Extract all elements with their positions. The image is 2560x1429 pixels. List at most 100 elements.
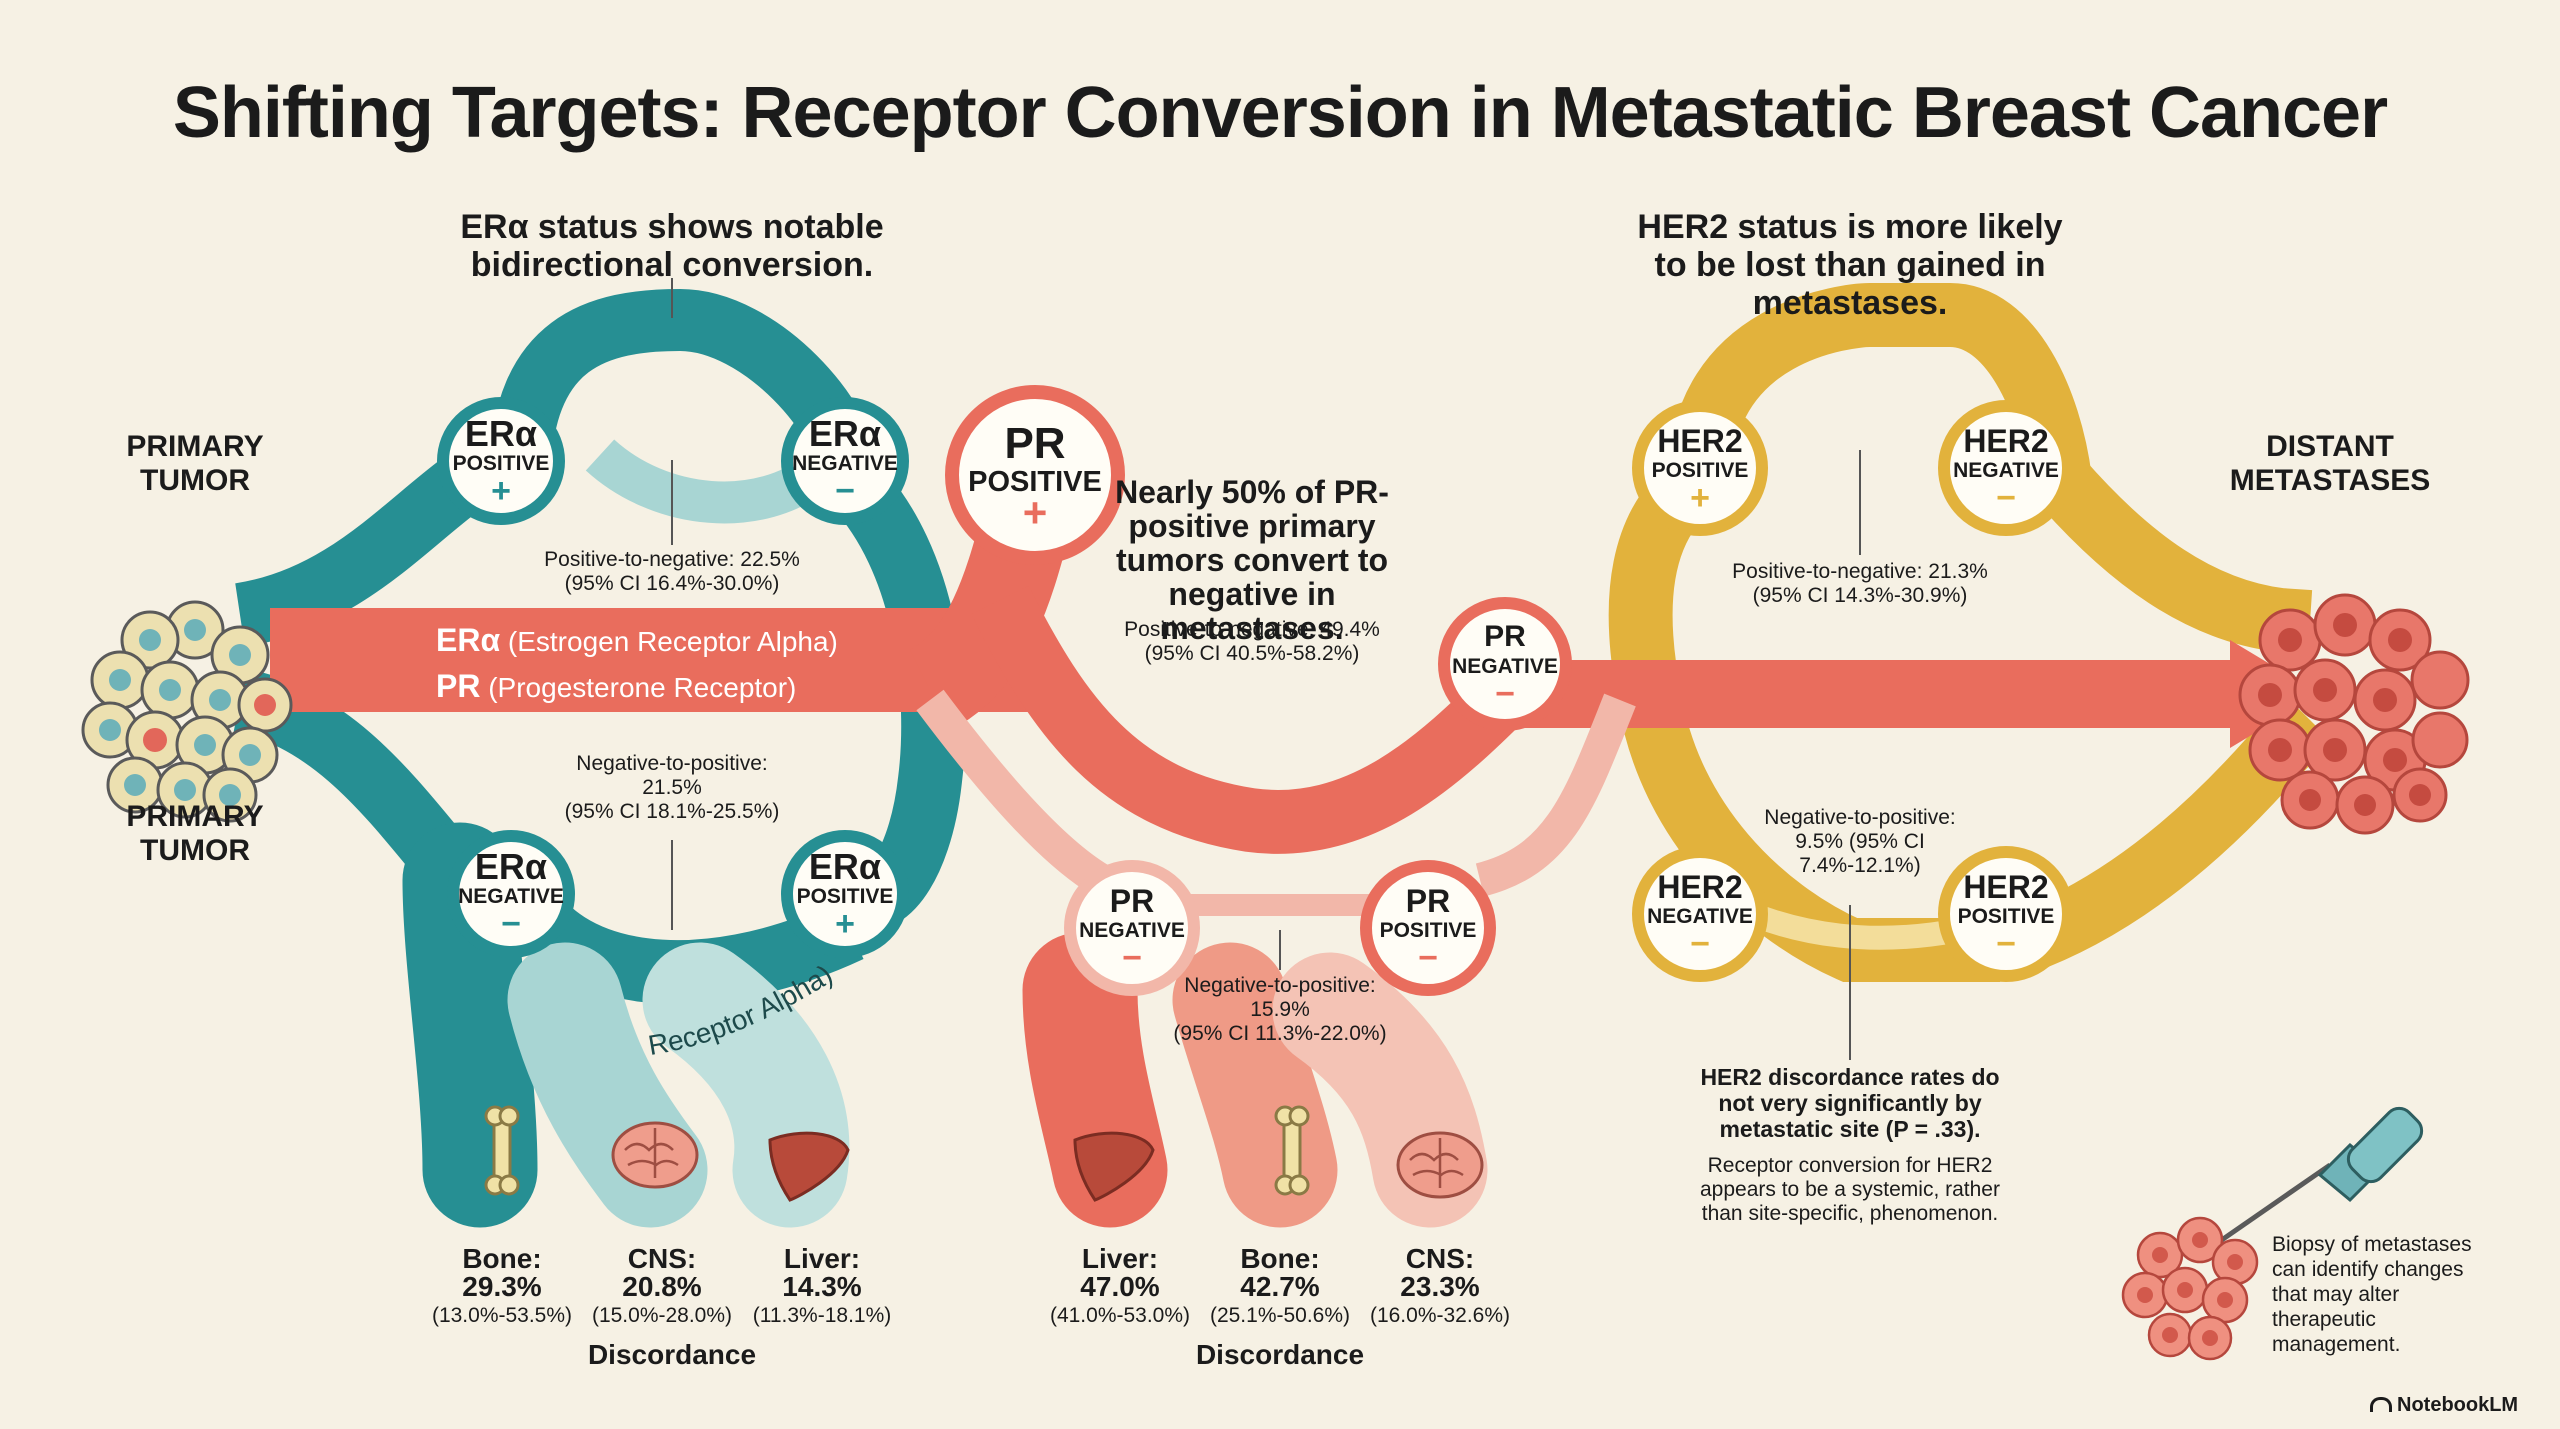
- er-neg-to-pos-ci: (95% CI 18.1%-25.5%): [564, 800, 780, 823]
- notebooklm-brand: NotebookLM: [2370, 1394, 2518, 1417]
- band-pr-abbr: PR: [436, 668, 481, 704]
- her2-pos-to-neg-ci: (95% CI 14.3%-30.9%): [1752, 584, 1968, 607]
- pr-bone-icon: [1274, 1105, 1310, 1196]
- plus-icon: +: [491, 472, 511, 510]
- er-pos-to-neg: Positive-to-negative: 22.5%: [544, 548, 800, 571]
- minus-icon: −: [1996, 479, 2016, 517]
- pr-site-liver-value: 47.0%: [1080, 1271, 1160, 1302]
- her2-neg-to-pos: Negative-to-positive:: [1764, 806, 1956, 829]
- minus-icon: −: [1418, 939, 1438, 977]
- distant-metastases-cell-cluster: [2238, 593, 2470, 835]
- er-top-left-positive: ERα POSITIVE +: [437, 397, 565, 525]
- her2-neg-to-pos-value: 9.5% (95% CI: [1795, 830, 1925, 853]
- pr-brain-icon: [1396, 1131, 1484, 1199]
- band-pr-label: PR (Progesterone Receptor): [436, 668, 796, 705]
- primary-tumor-cell-cluster: [81, 600, 293, 823]
- her2-top-right-negative: HER2 NEGATIVE −: [1938, 400, 2074, 536]
- her2-top-left-name: HER2: [1657, 423, 1743, 459]
- er-site-cns-ci: (15.0%-28.0%): [591, 1304, 733, 1327]
- biopsy-cells: [2121, 1216, 2259, 1361]
- pr-headline: Nearly 50% of PR-positive primary tumors…: [1115, 474, 1389, 646]
- her2-top-left-status: POSITIVE: [1651, 459, 1749, 482]
- pr-site-bone-value: 42.7%: [1240, 1271, 1320, 1302]
- er-neg-to-pos: Negative-to-positive:: [576, 752, 768, 775]
- her2-top-right-status: NEGATIVE: [1953, 459, 2059, 482]
- er-site-cns-name: CNS:: [627, 1243, 697, 1274]
- her2-bottom-left-status: NEGATIVE: [1647, 905, 1753, 928]
- er-headline: ERα status shows notable bidirectional c…: [460, 208, 884, 284]
- pr-bottom-left-status: NEGATIVE: [1079, 919, 1185, 942]
- minus-icon: −: [501, 905, 521, 943]
- pr-discordance-label: Discordance: [1195, 1339, 1365, 1370]
- page-title: Shifting Targets: Receptor Conversion in…: [172, 73, 2388, 153]
- plus-icon: +: [835, 905, 855, 943]
- her2-bottom-left-name: HER2: [1657, 869, 1743, 905]
- minus-icon: −: [1996, 925, 2016, 963]
- minus-icon: −: [1122, 939, 1142, 977]
- pr-site-bone-ci: (25.1%-50.6%): [1209, 1304, 1351, 1327]
- er-top-left-name: ERα: [464, 413, 538, 454]
- primary-tumor-label-bottom: PRIMARY TUMOR: [126, 800, 264, 867]
- her2-bottom-right-name: HER2: [1963, 869, 2049, 905]
- band-pr-full: (Progesterone Receptor): [488, 672, 797, 703]
- pr-site-cns-name: CNS:: [1405, 1243, 1475, 1274]
- pr-neg-to-pos-ci: (95% CI 11.3%-22.0%): [1173, 1022, 1387, 1045]
- er-bottom-left-status: NEGATIVE: [458, 885, 564, 908]
- er-bottom-right-status: POSITIVE: [796, 885, 894, 908]
- er-brain-icon: [611, 1121, 699, 1189]
- pr-site-cns-ci: (16.0%-32.6%): [1369, 1304, 1511, 1327]
- er-site-liver-value: 14.3%: [782, 1271, 862, 1302]
- er-top-left-status: POSITIVE: [452, 452, 550, 475]
- minus-icon: −: [835, 472, 855, 510]
- her2-systemic-note: Receptor conversion for HER2 appears to …: [1700, 1154, 2000, 1225]
- minus-icon: −: [1690, 925, 1710, 963]
- er-site-bone-value: 29.3%: [462, 1271, 542, 1302]
- er-top-right-negative: ERα NEGATIVE −: [781, 397, 909, 525]
- pr-bottom-right-status: POSITIVE: [1379, 919, 1477, 942]
- plus-icon: +: [1022, 489, 1048, 536]
- primary-tumor-label-top: PRIMARY TUMOR: [126, 430, 264, 497]
- band-er-full: (Estrogen Receptor Alpha): [507, 626, 838, 657]
- pr-negative-metastasis: PR NEGATIVE −: [1438, 597, 1572, 731]
- her2-headline: HER2 status is more likely to be lost th…: [1637, 208, 2063, 322]
- pr-positive-name: PR: [1004, 419, 1066, 468]
- er-site-bone-ci: (13.0%-53.5%): [431, 1304, 573, 1327]
- brand-text: NotebookLM: [2397, 1394, 2519, 1416]
- pr-site-bone-name: Bone:: [1240, 1243, 1320, 1274]
- her2-top-right-name: HER2: [1963, 423, 2049, 459]
- er-liver-icon: [768, 1131, 850, 1202]
- er-site-cns-value: 20.8%: [622, 1271, 702, 1302]
- er-site-bone-name: Bone:: [462, 1243, 542, 1274]
- her2-top-left-positive: HER2 POSITIVE +: [1632, 400, 1768, 536]
- er-bottom-left-name: ERα: [474, 846, 548, 887]
- pr-bottom-left-name: PR: [1109, 883, 1155, 919]
- band-er-abbr: ERα: [436, 622, 501, 658]
- pr-negative-name: PR: [1484, 620, 1526, 653]
- er-site-liver-name: Liver:: [783, 1243, 861, 1274]
- er-neg-to-pos-value: 21.5%: [642, 776, 702, 799]
- pr-negative-status: NEGATIVE: [1452, 655, 1558, 678]
- band-er-label: ERα (Estrogen Receptor Alpha): [436, 622, 838, 659]
- her2-bottom-right-status: POSITIVE: [1957, 905, 2055, 928]
- her2-neg-to-pos-ci: 7.4%-12.1%): [1799, 854, 1921, 877]
- her2-pos-to-neg: Positive-to-negative: 21.3%: [1732, 560, 1988, 583]
- pr-positive-status: POSITIVE: [968, 466, 1102, 498]
- notebooklm-logo-icon: [2370, 1397, 2392, 1412]
- er-pos-to-neg-ci: (95% CI 16.4%-30.0%): [564, 572, 780, 595]
- her2-site-note: HER2 discordance rates do not very signi…: [1700, 1064, 2000, 1142]
- er-bone-icon: [484, 1105, 520, 1196]
- er-bottom-left-negative: ERα NEGATIVE −: [447, 830, 575, 958]
- er-site-liver-ci: (11.3%-18.1%): [752, 1304, 892, 1327]
- pr-bottom-right-name: PR: [1405, 883, 1451, 919]
- pr-site-liver-ci: (41.0%-53.0%): [1049, 1304, 1191, 1327]
- pr-pos-to-neg: Positive-to-negative: 49.4%: [1124, 618, 1380, 641]
- leader-lines: [671, 278, 1861, 1060]
- pr-site-cns-value: 23.3%: [1400, 1271, 1480, 1302]
- pr-neg-to-pos: Negative-to-positive:: [1184, 974, 1376, 997]
- distant-metastases-label: DISTANT METASTASES: [2229, 430, 2431, 497]
- er-discordance-label: Discordance: [587, 1339, 757, 1370]
- er-bottom-right-positive: ERα POSITIVE +: [781, 830, 909, 958]
- pr-liver-icon: [1073, 1131, 1155, 1202]
- minus-icon: −: [1495, 675, 1515, 713]
